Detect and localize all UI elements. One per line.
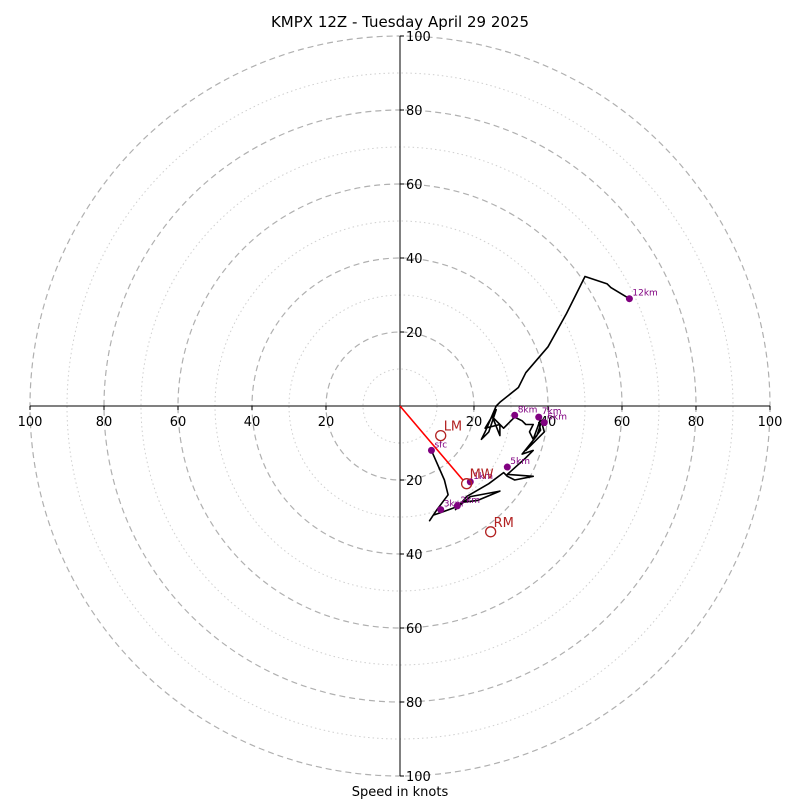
height-marker-6km <box>540 419 548 427</box>
x-tick-label-right-60: 60 <box>614 415 631 430</box>
height-marker-label-7km: 7km <box>542 407 562 417</box>
height-marker-5km <box>503 463 511 471</box>
height-marker-12km <box>625 295 633 303</box>
height-marker-label-5km: 5km <box>510 457 530 467</box>
height-marker-label-2km: 2km <box>460 496 480 506</box>
y-tick-label-bottom-100: 100 <box>406 770 431 785</box>
storm-motion-label-LM: LM <box>444 420 462 435</box>
y-tick-label-bottom-40: 40 <box>406 548 423 563</box>
x-tick-label-left-40: 40 <box>244 415 261 430</box>
storm-motion-marker-RM <box>484 526 497 538</box>
y-tick-label-top-80: 80 <box>406 104 423 119</box>
height-marker-label-sfc: sfc <box>434 440 447 450</box>
y-tick-label-top-100: 100 <box>406 30 431 45</box>
y-tick-label-top-20: 20 <box>406 326 423 341</box>
height-marker-label-8km: 8km <box>518 405 538 415</box>
height-marker-2km <box>453 502 461 510</box>
bunkers-vector-line <box>399 405 464 481</box>
height-marker-sfc <box>427 446 435 454</box>
axis-tick-labels: 20 20 20 20 40 40 40 40 60 60 60 60 80 80 80 80 100 100 10… <box>18 30 783 785</box>
y-tick-label-top-60: 60 <box>406 178 423 193</box>
height-marker-8km <box>511 411 519 419</box>
storm-motion-markers: LM MW RM <box>435 420 514 538</box>
hodograph-trace-group <box>428 275 630 522</box>
storm-motion-marker-LM <box>435 429 447 442</box>
x-tick-label-right-40: 40 <box>540 415 557 430</box>
x-tick-label-right-80: 80 <box>688 415 705 430</box>
x-tick-label-left-80: 80 <box>96 415 113 430</box>
y-tick-label-top-40: 40 <box>406 252 423 267</box>
storm-motion-marker-MW <box>460 478 473 490</box>
height-marker-7km <box>535 413 543 421</box>
y-tick-label-bottom-60: 60 <box>406 622 423 637</box>
x-tick-label-right-100: 100 <box>758 415 783 430</box>
bunkers-vector-group <box>399 405 464 481</box>
height-marker-label-6km: 6km <box>547 413 567 423</box>
height-marker-3km <box>437 506 445 514</box>
x-tick-label-left-60: 60 <box>170 415 187 430</box>
height-marker-label-12km: 12km <box>632 289 657 299</box>
hodograph-trace <box>428 275 630 522</box>
height-marker-label-3km: 3km <box>444 500 464 510</box>
x-tick-label-right-20: 20 <box>466 415 483 430</box>
x-axis-label: Speed in knots <box>352 785 449 800</box>
y-tick-label-bottom-20: 20 <box>406 474 423 489</box>
storm-motion-label-RM: RM <box>494 516 514 531</box>
storm-motion-label-MW: MW <box>470 468 494 483</box>
x-tick-label-left-20: 20 <box>318 415 335 430</box>
chart-title: KMPX 12Z - Tuesday April 29 2025 <box>271 13 529 31</box>
x-tick-label-left-100: 100 <box>18 415 43 430</box>
y-tick-label-bottom-80: 80 <box>406 696 423 711</box>
height-marker-label-1km: 1km <box>473 472 493 482</box>
